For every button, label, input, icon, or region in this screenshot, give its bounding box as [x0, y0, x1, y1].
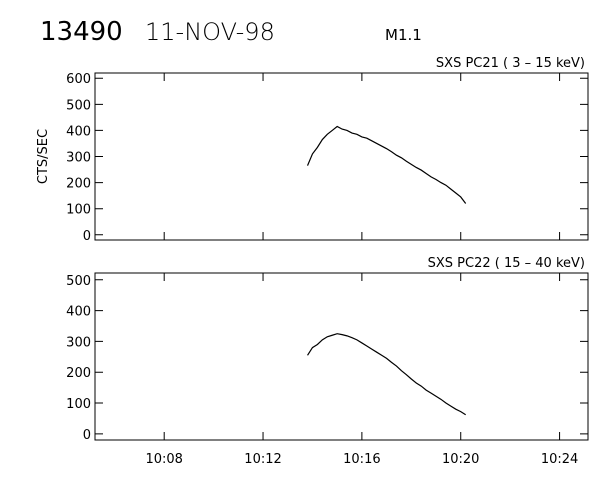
- y-tick-label: 300: [66, 335, 91, 350]
- y-tick-label: 0: [83, 229, 91, 244]
- y-tick-label: 100: [66, 397, 91, 412]
- y-tick-label: 300: [66, 151, 91, 166]
- y-tick-label: 200: [66, 177, 91, 192]
- flare-class: M1.1: [385, 26, 422, 44]
- x-tick-label: 10:24: [541, 452, 578, 467]
- x-tick-label: 10:08: [145, 452, 182, 467]
- y-tick-label: 500: [66, 98, 91, 113]
- y-tick-label: 200: [66, 366, 91, 381]
- light-curve: [306, 125, 467, 204]
- panel-title: SXS PC22 ( 15 – 40 keV): [428, 256, 585, 271]
- x-tick-label: 10:12: [244, 452, 281, 467]
- y-axis-label: CTS/SEC: [36, 129, 51, 184]
- event-id: 13490: [40, 17, 123, 47]
- panel-title: SXS PC21 ( 3 – 15 keV): [436, 56, 585, 71]
- plot-frame: [94, 72, 589, 241]
- y-tick-label: 400: [66, 305, 91, 320]
- y-tick-label: 100: [66, 203, 91, 218]
- y-tick-label: 400: [66, 124, 91, 139]
- plot-frame: [94, 272, 589, 441]
- x-tick-label: 10:16: [343, 452, 380, 467]
- event-date: 11-NOV-98: [145, 18, 275, 46]
- y-tick-label: 500: [66, 274, 91, 289]
- y-tick-label: 600: [66, 72, 91, 87]
- light-curve: [307, 333, 466, 416]
- x-tick-label: 10:20: [442, 452, 479, 467]
- y-tick-label: 0: [83, 428, 91, 443]
